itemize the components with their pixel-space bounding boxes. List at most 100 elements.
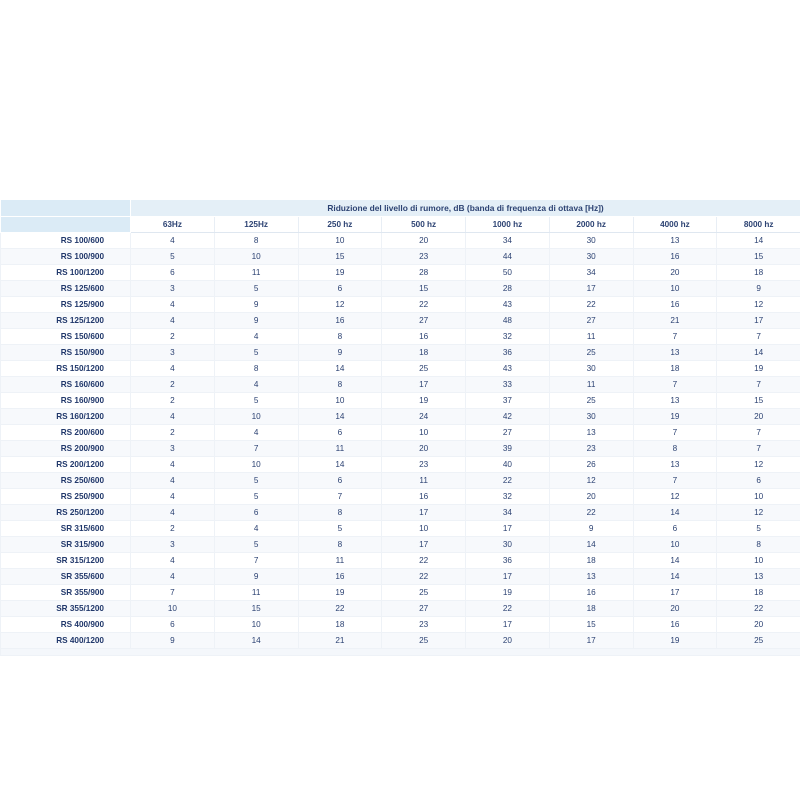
table-cell-2000hz: 18 — [548, 600, 634, 617]
table-cell-4000hz: 14 — [632, 568, 718, 585]
table-cell-1000hz: 50 — [465, 264, 550, 281]
table-cell-4000hz: 8 — [632, 440, 718, 457]
table-cell-2000hz: 14 — [548, 536, 634, 553]
table-cell-1000hz: 27 — [465, 424, 550, 441]
table-cell-125hz: 10 — [213, 456, 299, 473]
table-cell-4000hz: 19 — [632, 408, 718, 425]
table-cell-500hz: 25 — [381, 360, 466, 377]
table-cell-model: RS 250/1200 — [0, 504, 131, 521]
table-cell-125hz: 5 — [213, 392, 299, 409]
table-cell-125hz: 9 — [213, 296, 299, 313]
noise-reduction-table-container: Riduzione del livello di rumore, dB (ban… — [0, 199, 800, 656]
table-cell-125hz: 4 — [213, 328, 299, 345]
table-cell-2000hz: 20 — [548, 488, 634, 505]
table-cell-4000hz: 10 — [632, 280, 718, 297]
table-cell-2000hz: 25 — [548, 392, 634, 409]
table-cell-8000hz: 18 — [716, 584, 800, 601]
table-cell-2000hz: 15 — [548, 616, 634, 633]
table-cell-2000hz: 23 — [548, 440, 634, 457]
table-cell-8000hz: 14 — [716, 344, 800, 361]
table-cell-8000hz: 12 — [716, 456, 800, 473]
table-cell-63hz: 4 — [130, 472, 215, 489]
column-header-1000hz: 1000 hz — [465, 216, 550, 233]
table-cell-125hz: 8 — [213, 360, 299, 377]
table-cell-8000hz: 12 — [716, 504, 800, 521]
table-row: RS 160/600 2 4 8 17 33 11 7 7 — [0, 376, 800, 393]
table-cell-500hz: 17 — [381, 504, 466, 521]
table-cell-250hz: 6 — [297, 280, 383, 297]
table-row: RS 250/1200 4 6 8 17 34 22 14 12 — [0, 504, 800, 521]
table-cell-63hz: 4 — [130, 360, 215, 377]
table-cell-1000hz: 43 — [465, 296, 550, 313]
table-row: SR 355/900 7 11 19 25 19 16 17 18 — [0, 584, 800, 601]
table-cell-8000hz: 12 — [716, 296, 800, 313]
table-cell-4000hz: 7 — [632, 472, 718, 489]
table-cell-63hz: 2 — [130, 328, 215, 345]
table-cell-2000hz: 18 — [548, 552, 634, 569]
table-cell-model: SR 315/600 — [0, 520, 131, 537]
table-row: RS 200/1200 4 10 14 23 40 26 13 12 — [0, 456, 800, 473]
table-cell-250hz: 12 — [297, 296, 383, 313]
table-cell-model: RS 200/600 — [0, 424, 131, 441]
table-cell-model: RS 400/1200 — [0, 632, 131, 649]
table-cell-250hz: 21 — [297, 632, 383, 649]
table-cell-2000hz: 11 — [548, 328, 634, 345]
table-cell-4000hz: 12 — [632, 488, 718, 505]
table-cell-63hz: 4 — [130, 232, 215, 249]
table-cell-125hz: 5 — [213, 344, 299, 361]
table-cell-63hz: 6 — [130, 264, 215, 281]
table-corner-blank-bottom — [0, 216, 131, 233]
table-cell-8000hz: 20 — [716, 616, 800, 633]
table-cell-8000hz: 7 — [716, 424, 800, 441]
table-cell-63hz: 3 — [130, 440, 215, 457]
table-cell-125hz: 7 — [213, 440, 299, 457]
group-header-noise-reduction: Riduzione del livello di rumore, dB (ban… — [129, 199, 800, 217]
table-cell-500hz: 28 — [381, 264, 466, 281]
table-cell-500hz: 10 — [381, 520, 466, 537]
table-cell-4000hz: 7 — [632, 328, 718, 345]
column-header-125hz: 125Hz — [213, 216, 299, 233]
table-cell-model: RS 160/1200 — [0, 408, 131, 425]
table-cell-model: RS 125/900 — [0, 296, 131, 313]
table-cell-8000hz: 13 — [716, 568, 800, 585]
table-row: SR 355/600 4 9 16 22 17 13 14 13 — [0, 568, 800, 585]
table-cell-8000hz: 7 — [716, 376, 800, 393]
table-row: RS 100/1200 6 11 19 28 50 34 20 18 — [0, 264, 800, 281]
table-row: SR 355/1200 10 15 22 27 22 18 20 22 — [0, 600, 800, 617]
table-row: RS 125/1200 4 9 16 27 48 27 21 17 — [0, 312, 800, 329]
table-cell-500hz: 20 — [381, 232, 466, 249]
table-cell-8000hz: 19 — [716, 360, 800, 377]
table-cell-125hz: 15 — [213, 600, 299, 617]
table-cell-125hz: 9 — [213, 568, 299, 585]
column-header-4000hz: 4000 hz — [632, 216, 718, 233]
table-cell-125hz: 14 — [213, 632, 299, 649]
table-cell-500hz: 22 — [381, 296, 466, 313]
table-row: SR 315/900 3 5 8 17 30 14 10 8 — [0, 536, 800, 553]
table-cell-125hz: 5 — [213, 280, 299, 297]
table-cell-2000hz: 30 — [548, 360, 634, 377]
table-cell-125hz: 4 — [213, 376, 299, 393]
table-cell-4000hz: 6 — [632, 520, 718, 537]
table-cell-2000hz: 30 — [548, 232, 634, 249]
table-cell-125hz: 5 — [213, 488, 299, 505]
table-cell-1000hz: 40 — [465, 456, 550, 473]
table-cell-500hz: 20 — [381, 440, 466, 457]
table-cell-1000hz: 22 — [465, 472, 550, 489]
table-cell-2000hz: 27 — [548, 312, 634, 329]
table-cell-125hz: 4 — [213, 424, 299, 441]
table-row: RS 160/900 2 5 10 19 37 25 13 15 — [0, 392, 800, 409]
table-cell-model: SR 315/1200 — [0, 552, 131, 569]
table-cell-model: RS 150/1200 — [0, 360, 131, 377]
table-cell-8000hz: 10 — [716, 488, 800, 505]
table-cell-2000hz: 25 — [548, 344, 634, 361]
table-cell-model: SR 355/900 — [0, 584, 131, 601]
table-cell-63hz: 9 — [130, 632, 215, 649]
table-cell-63hz: 10 — [130, 600, 215, 617]
table-cell-500hz: 15 — [381, 280, 466, 297]
table-cell-500hz: 24 — [381, 408, 466, 425]
table-cell-model: RS 100/1200 — [0, 264, 131, 281]
table-cell-model: RS 125/1200 — [0, 312, 131, 329]
table-row: RS 160/1200 4 10 14 24 42 30 19 20 — [0, 408, 800, 425]
table-cell-1000hz: 42 — [465, 408, 550, 425]
